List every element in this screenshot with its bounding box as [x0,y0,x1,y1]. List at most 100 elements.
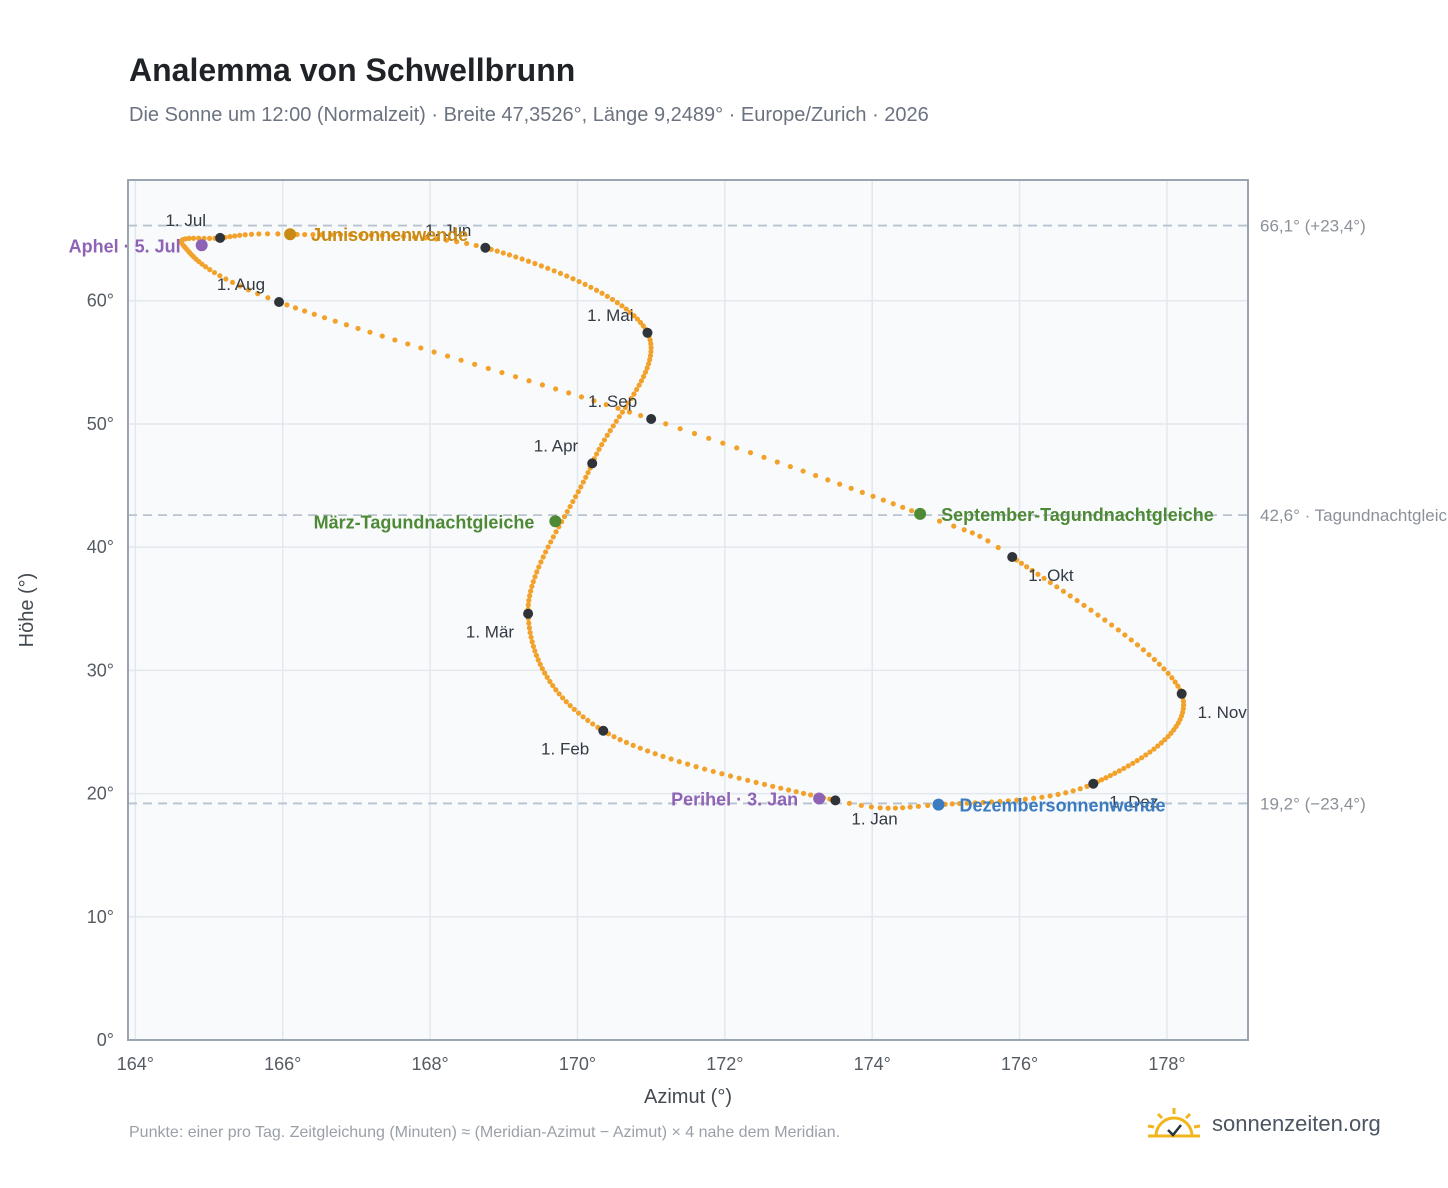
daily-sun-point [519,256,525,262]
x-tick-label: 166° [264,1054,301,1074]
y-axis-label: Höhe (°) [16,573,38,648]
daily-sun-point [745,777,751,783]
daily-sun-point [985,538,991,544]
reference-lines: 66,1° (+23,4°) 42,6° · Tagundnachtgleiche… [128,217,1448,813]
daily-sun-point [547,678,553,685]
daily-sun-point [528,634,534,640]
x-tick-label: 170° [559,1054,596,1074]
daily-sun-point [473,242,479,249]
daily-sun-point [900,805,906,811]
daily-sun-point [1169,675,1175,681]
daily-sun-point [580,479,586,485]
daily-sun-point [599,290,605,296]
daily-sun-point [576,278,582,285]
daily-sun-point [631,391,637,397]
x-tick-label: 176° [1001,1054,1038,1074]
daily-sun-point [571,706,577,713]
daily-sun-point [1130,760,1136,766]
daily-sun-point [245,287,252,293]
daily-sun-point [980,799,986,806]
daily-sun-point [800,468,806,474]
daily-sun-point [1165,670,1171,676]
daily-sun-point [553,386,559,392]
daily-sun-point [1035,571,1041,577]
month-label: 1. Feb [541,740,589,759]
daily-sun-point [355,325,361,332]
daily-sun-point [644,748,651,754]
sun-logo-icon [1147,1108,1201,1138]
daily-sun-point [237,232,243,238]
daily-sun-point [526,597,532,603]
daily-sun-point [1165,733,1171,740]
daily-sun-point [536,564,542,570]
daily-sun-point [637,745,643,751]
month-label: 1. Mär [466,623,515,642]
daily-sun-point [563,699,569,705]
daily-sun-point [727,773,734,779]
month-markers: 1. Jan 1. Feb 1. Mär 1. Apr 1. Mai 1. Jun 1. J… [165,211,1247,828]
daily-sun-point [636,382,642,388]
daily-sun-point [567,702,573,709]
daily-sun-point [542,670,548,676]
daily-sun-point [567,503,573,510]
daily-sun-point [418,345,424,351]
daily-sun-point [604,432,610,438]
daily-sun-point [859,489,865,495]
daily-sun-point [248,231,255,237]
daily-sun-point [534,569,540,575]
daily-sun-point [648,345,654,351]
daily-sun-point [1067,593,1073,599]
daily-sun-point [1103,775,1109,781]
daily-sun-point [537,661,543,667]
x-tick-label: 172° [706,1054,743,1074]
daily-sun-point [570,498,576,505]
daily-sun-point [532,648,538,654]
daily-sun-point [785,787,792,793]
special-point-marker [195,239,208,252]
month-label: 1. Jun [425,221,471,240]
daily-sun-point [585,717,591,724]
month-marker [587,458,598,469]
daily-sun-point [615,405,621,411]
daily-sun-point [528,588,534,594]
daily-sun-point [206,235,213,241]
daily-sun-point [1070,788,1076,794]
daily-sun-point [936,518,943,524]
month-marker [1088,778,1099,789]
daily-sun-point [787,463,793,470]
daily-sun-point [572,494,579,500]
footnote: Punkte: einer pro Tag. Zeitgleichung (Mi… [129,1124,841,1141]
daily-sun-point [529,639,535,645]
daily-sun-point [1161,666,1167,672]
daily-sun-point [242,232,248,238]
brand[interactable]: sonnenzeiten.org [1146,1104,1381,1144]
daily-sun-point [319,232,325,238]
daily-sun-point [702,766,708,772]
daily-sun-point [846,800,852,806]
daily-sun-point [591,398,597,404]
special-point-label: September-Tagundnachtgleiche [941,505,1214,525]
daily-sun-point [578,394,585,400]
daily-sun-point [485,365,491,372]
month-label: 1. Nov [1198,703,1248,722]
month-marker [830,795,841,806]
month-marker [598,725,609,736]
daily-sun-point [1084,783,1090,789]
month-label: 1. Sep [588,392,637,411]
daily-sun-point [527,629,533,636]
daily-sun-point [302,231,308,238]
daily-sun-point [1143,752,1149,758]
daily-sun-point [1172,679,1178,685]
daily-sun-point [628,395,634,402]
daily-sun-point [443,237,450,243]
daily-sun-point [332,318,338,324]
daily-sun-point [951,523,957,529]
daily-sun-point [607,428,613,434]
daily-sun-point [626,409,633,415]
daily-sun-point [645,361,652,367]
month-marker [1007,552,1018,563]
daily-sun-point [526,625,533,631]
daily-sun-point [1031,795,1037,801]
daily-sun-point [774,459,780,465]
daily-sun-point [570,276,576,282]
